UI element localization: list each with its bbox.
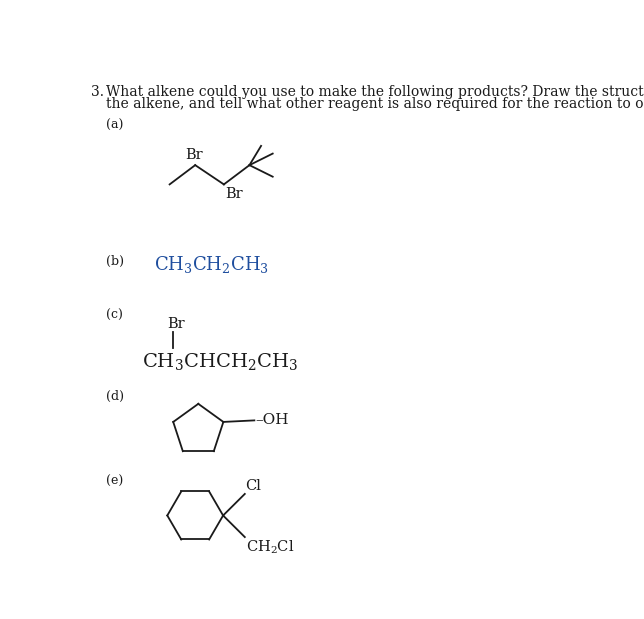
Text: $\mathregular{CH_2Cl}$: $\mathregular{CH_2Cl}$ <box>245 539 294 556</box>
Text: What alkene could you use to make the following products? Draw the structure of: What alkene could you use to make the fo… <box>106 85 644 99</box>
Text: (a): (a) <box>106 119 124 132</box>
Text: –OH: –OH <box>255 413 289 427</box>
Text: Br: Br <box>225 188 243 201</box>
Text: Br: Br <box>185 148 202 162</box>
Text: (c): (c) <box>106 309 123 322</box>
Text: (e): (e) <box>106 475 123 488</box>
Text: (b): (b) <box>106 255 124 268</box>
Text: Br: Br <box>167 317 185 331</box>
Text: $\mathregular{CH_3CHCH_2CH_3}$: $\mathregular{CH_3CHCH_2CH_3}$ <box>142 352 299 373</box>
Text: the alkene, and tell what other reagent is also required for the reaction to occ: the alkene, and tell what other reagent … <box>106 97 644 111</box>
Text: Cl: Cl <box>245 479 261 493</box>
Text: $\mathregular{CH_3CH_2CH_3}$: $\mathregular{CH_3CH_2CH_3}$ <box>154 254 269 275</box>
Text: (d): (d) <box>106 390 124 403</box>
Text: 3.: 3. <box>91 85 104 99</box>
